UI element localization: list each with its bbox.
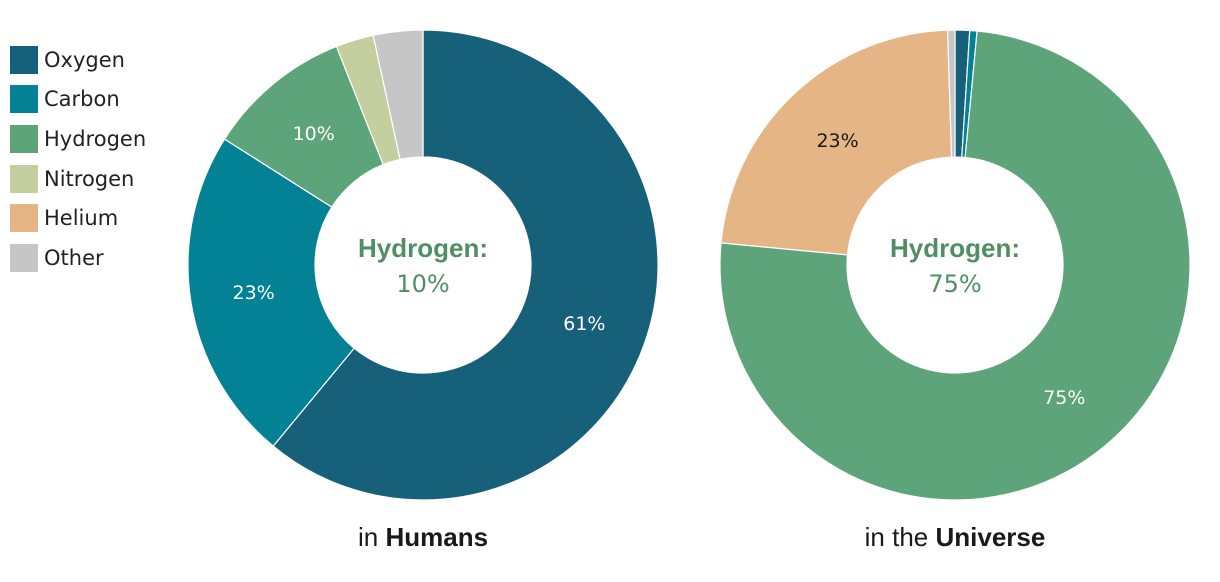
legend-item-nitrogen: Nitrogen [10,159,146,199]
legend-label-nitrogen: Nitrogen [44,166,135,191]
slice-hydrogen-universe [719,30,1191,501]
chart-legend: Oxygen Carbon Hydrogen Nitrogen Helium O… [10,40,146,278]
legend-label-carbon: Carbon [44,87,120,112]
slice-oxygen-humans [272,29,659,501]
donut-chart-humans: 61% 23% 10% Hydrogen: 10% in Humans [187,29,659,552]
center-value-humans: 10% [396,270,449,298]
legend-swatch-oxygen [10,45,38,74]
caption-humans: in Humans [358,522,488,552]
slice-other-universe [946,29,956,158]
slice-label-helium-universe: 23% [816,130,858,152]
legend-item-carbon: Carbon [10,80,146,120]
legend-label-helium: Helium [44,206,119,231]
caption-bold-universe: Universe [936,522,1046,552]
legend-swatch-carbon [10,85,38,114]
donut-slices-universe [719,29,1191,501]
center-title-universe: Hydrogen: [890,233,1020,263]
slice-carbon-humans [187,138,356,447]
slice-helium-universe [720,29,953,256]
caption-prefix-universe: in the [865,522,929,552]
center-value-universe: 75% [928,270,981,298]
legend-label-other: Other [44,245,104,270]
center-title-humans: Hydrogen: [358,233,488,263]
slice-label-hydrogen-humans: 10% [293,123,335,145]
slice-label-oxygen-humans: 61% [563,313,605,335]
caption-universe: in the Universe [865,522,1046,552]
donut-slices-humans [187,29,659,501]
caption-bold-humans: Humans [385,522,488,552]
legend-swatch-other [10,243,38,272]
donut-slice-labels-universe: 75% 23% [816,130,1085,409]
caption-prefix-humans: in [358,522,378,552]
legend-item-oxygen: Oxygen [10,40,146,80]
slice-label-hydrogen-universe: 75% [1043,387,1085,409]
legend-swatch-helium [10,204,38,233]
donut-chart-universe: 75% 23% Hydrogen: 75% in the Universe [719,29,1191,552]
legend-swatch-nitrogen [10,164,38,193]
legend-swatch-hydrogen [10,124,38,153]
legend-item-hydrogen: Hydrogen [10,119,146,159]
legend-label-oxygen: Oxygen [44,47,125,72]
legend-item-other: Other [10,238,146,278]
legend-item-helium: Helium [10,198,146,238]
donut-slice-labels-humans: 61% 23% 10% [232,123,605,335]
slice-label-carbon-humans: 23% [232,282,274,304]
legend-label-hydrogen: Hydrogen [44,126,147,151]
slice-other-humans [372,29,424,161]
